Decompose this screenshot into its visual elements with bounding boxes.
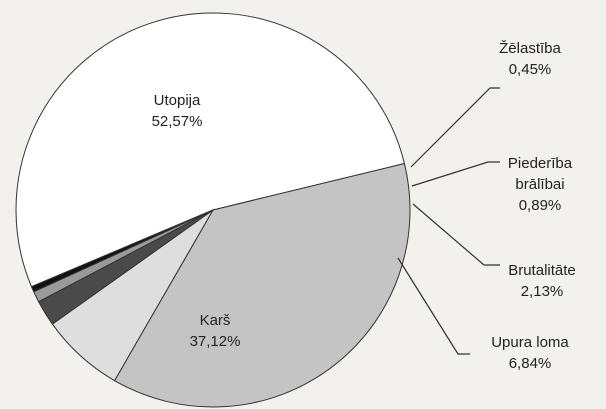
- slice-label: Brutalitāte 2,13%: [482, 260, 602, 302]
- leader-line: [411, 161, 500, 187]
- slice-value: 0,45%: [508, 61, 552, 78]
- slice-label: Utopija 52,57%: [117, 90, 237, 132]
- leader-lines: [397, 87, 500, 355]
- pie: [15, 12, 411, 408]
- slice-label: Žēlastība 0,45%: [470, 38, 590, 80]
- slice-label: Karš 37,12%: [155, 310, 275, 352]
- slice-label: Upura loma 6,84%: [470, 332, 590, 374]
- slice-value: 6,84%: [508, 355, 552, 372]
- slice-value: 0,89%: [518, 197, 562, 214]
- slice-name: Karš: [199, 312, 231, 329]
- wedge: [15, 12, 406, 288]
- slice-name: Upura loma: [491, 334, 569, 351]
- wedge: [30, 209, 214, 293]
- slice-value: 2,13%: [520, 283, 564, 300]
- slice-name: Žēlastība: [499, 40, 561, 57]
- leader-line: [412, 203, 500, 266]
- slice-name: Piederība brālībai: [507, 155, 573, 193]
- slice-value: 37,12%: [189, 333, 241, 350]
- leader-line: [410, 87, 500, 168]
- slice-value: 52,57%: [151, 113, 203, 130]
- slice-name: Utopija: [153, 92, 201, 109]
- slice-name: Brutalitāte: [508, 262, 576, 279]
- leader-line: [397, 257, 470, 355]
- wedge: [113, 162, 411, 408]
- slice-label: Piederība brālībai 0,89%: [500, 153, 580, 216]
